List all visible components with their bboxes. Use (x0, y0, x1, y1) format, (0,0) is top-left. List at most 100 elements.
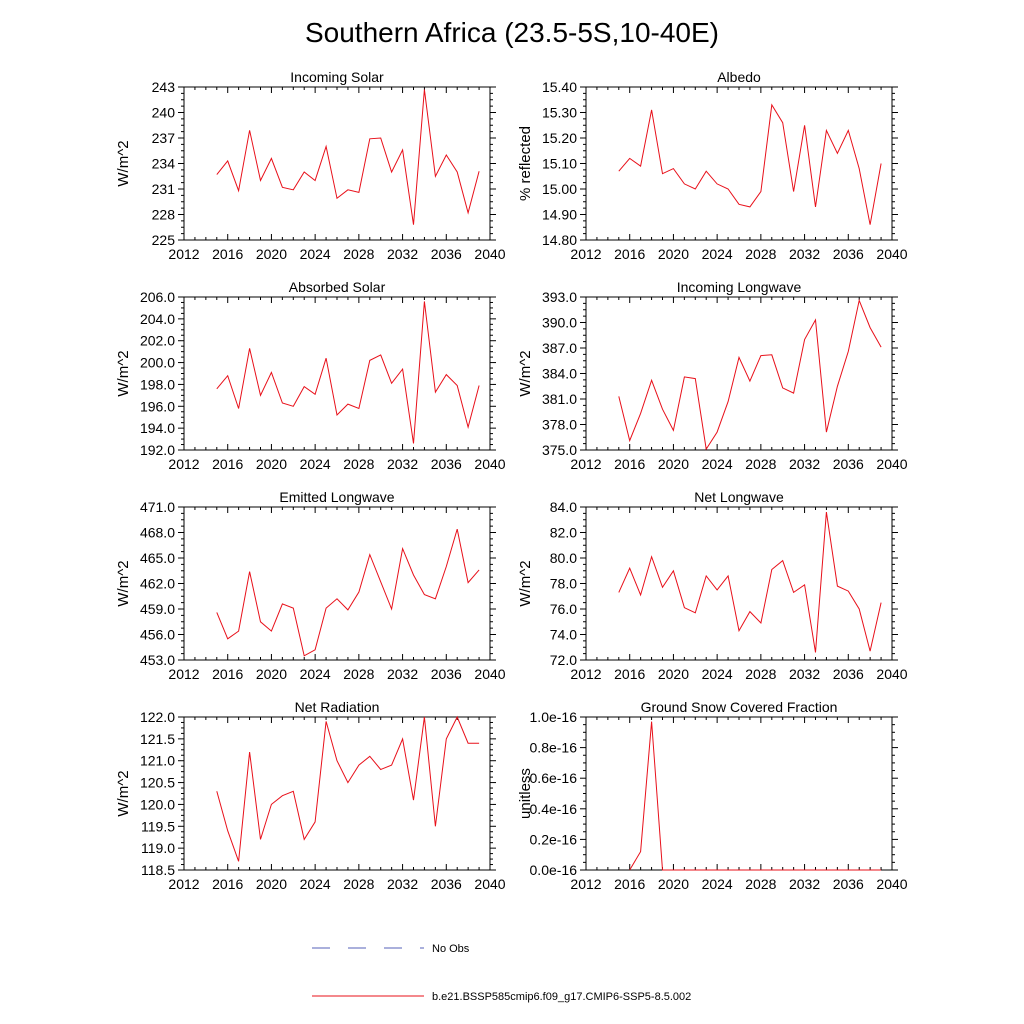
chart-1-xtick-label: 2024 (300, 246, 331, 262)
chart-4-ytick-label: 387.0 (542, 340, 577, 356)
chart-5-ytick-label: 459.0 (140, 601, 175, 617)
chart-3-xtick-label: 2016 (212, 456, 243, 472)
chart-6-ytick-label: 74.0 (550, 627, 577, 643)
legend-label-model: b.e21.BSSP585cmip6.f09_g17.CMIP6-SSP5-8.… (432, 991, 691, 1003)
chart-5-xtick-label: 2028 (343, 666, 374, 682)
chart-4-title: Incoming Longwave (677, 279, 802, 295)
chart-2-xtick-label: 2016 (614, 246, 645, 262)
figure-title: Southern Africa (23.5-5S,10-40E) (305, 17, 719, 48)
chart-7-ytick-label: 119.5 (141, 818, 175, 834)
chart-6-ylabel: W/m^2 (517, 560, 534, 606)
chart-4-xtick-label: 2012 (570, 456, 601, 472)
chart-1-series-line (216, 89, 480, 225)
chart-6-xtick-label: 2028 (745, 666, 776, 682)
chart-7-xtick-label: 2040 (474, 876, 505, 892)
chart-3-xtick-label: 2040 (474, 456, 505, 472)
chart-6-ytick-label: 78.0 (550, 576, 577, 592)
chart-4-ytick-label: 378.0 (542, 417, 577, 433)
legend-label-no-obs: No Obs (432, 943, 470, 955)
chart-3-ytick-label: 196.0 (140, 398, 175, 414)
chart-4-series-line (618, 298, 882, 451)
chart-5-ytick-label: 471.0 (140, 499, 175, 515)
chart-4-xtick-label: 2032 (789, 456, 820, 472)
chart-8-title: Ground Snow Covered Fraction (641, 699, 838, 715)
chart-5-ytick-label: 468.0 (140, 525, 175, 541)
chart-1-ytick-label: 231 (152, 181, 176, 197)
chart-7-xtick-label: 2028 (343, 876, 374, 892)
chart-4-ytick-label: 390.0 (542, 315, 577, 331)
chart-7-ytick-label: 121.5 (140, 731, 175, 747)
chart-5-xtick-label: 2024 (300, 666, 331, 682)
chart-1-ylabel: W/m^2 (115, 140, 132, 186)
chart-2-xtick-label: 2028 (745, 246, 776, 262)
chart-4-ylabel: W/m^2 (517, 350, 534, 396)
chart-6-series-line (618, 512, 882, 653)
chart-7-ytick-label: 121.0 (140, 753, 175, 769)
chart-7-ytick-label: 118.5 (141, 862, 175, 878)
chart-6-xtick-label: 2036 (833, 666, 864, 682)
chart-8-xtick-label: 2020 (658, 876, 689, 892)
chart-3-ytick-label: 206.0 (140, 289, 175, 305)
chart-1-title: Incoming Solar (290, 69, 384, 85)
chart-1-xtick-label: 2012 (168, 246, 199, 262)
chart-5-ytick-label: 462.0 (140, 576, 175, 592)
chart-4-xtick-label: 2020 (658, 456, 689, 472)
chart-4-ytick-label: 384.0 (542, 366, 577, 382)
chart-2-ytick-label: 14.90 (542, 207, 577, 223)
chart-7-xtick-label: 2016 (212, 876, 243, 892)
chart-3-xtick-label: 2028 (343, 456, 374, 472)
chart-7-ytick-label: 120.0 (140, 796, 175, 812)
chart-8-ylabel: unitless (517, 768, 534, 819)
chart-6-xtick-label: 2032 (789, 666, 820, 682)
chart-1-xtick-label: 2020 (256, 246, 287, 262)
chart-8-xtick-label: 2016 (614, 876, 645, 892)
chart-5-xtick-label: 2040 (474, 666, 505, 682)
chart-6-ytick-label: 84.0 (550, 499, 577, 515)
chart-5-xtick-label: 2032 (387, 666, 418, 682)
chart-5-ylabel: W/m^2 (115, 560, 132, 606)
chart-2-ytick-label: 15.30 (542, 105, 577, 121)
chart-8-xtick-label: 2024 (702, 876, 733, 892)
chart-3-title: Absorbed Solar (289, 279, 386, 295)
chart-3-ytick-label: 204.0 (140, 311, 175, 327)
chart-7-xtick-label: 2012 (168, 876, 199, 892)
chart-3-xtick-label: 2036 (431, 456, 462, 472)
chart-1-ytick-label: 234 (152, 156, 176, 172)
chart-1-ytick-label: 225 (152, 232, 176, 248)
chart-5-xtick-label: 2012 (168, 666, 199, 682)
chart-3-ylabel: W/m^2 (115, 350, 132, 396)
chart-2-ytick-label: 15.20 (542, 130, 577, 146)
chart-1-ytick-label: 228 (152, 207, 176, 223)
chart-6-title: Net Longwave (694, 489, 784, 505)
chart-3-xtick-label: 2024 (300, 456, 331, 472)
panels: Incoming Solar W/m^2 2012 2016 2020 2024 2028 2… (115, 69, 908, 892)
chart-1: Incoming Solar W/m^2 2012 2016 2020 2024 2028 2… (115, 69, 506, 262)
chart-8-ytick-label: 1.0e-16 (530, 709, 578, 725)
chart-7: Net Radiation W/m^2 2012 2016 2020 2024 2028 20… (115, 699, 506, 892)
chart-1-xtick-label: 2036 (431, 246, 462, 262)
chart-6: Net Longwave W/m^2 2012 2016 2020 2024 2028 203… (517, 489, 908, 682)
chart-1-xtick-label: 2016 (212, 246, 243, 262)
chart-2-xtick-label: 2036 (833, 246, 864, 262)
chart-8-ytick-label: 0.4e-16 (530, 801, 578, 817)
chart-2-xtick-label: 2012 (570, 246, 601, 262)
chart-4: Incoming Longwave W/m^2 2012 2016 2020 2024 20… (517, 279, 908, 472)
chart-3-ytick-label: 202.0 (140, 333, 175, 349)
legend: No Obs b.e21.BSSP585cmip6.f09_g17.CMIP6-… (312, 943, 691, 1003)
chart-2-ytick-label: 15.40 (542, 79, 577, 95)
chart-6-ytick-label: 82.0 (550, 525, 577, 541)
chart-6-xtick-label: 2020 (658, 666, 689, 682)
chart-7-ytick-label: 120.5 (140, 775, 175, 791)
chart-3-ytick-label: 198.0 (140, 376, 175, 392)
chart-1-xtick-label: 2032 (387, 246, 418, 262)
chart-6-xtick-label: 2024 (702, 666, 733, 682)
chart-6-ytick-label: 72.0 (550, 652, 577, 668)
chart-8-ytick-label: 0.6e-16 (530, 770, 578, 786)
chart-4-xtick-label: 2028 (745, 456, 776, 472)
chart-5-ytick-label: 456.0 (140, 627, 175, 643)
chart-5-xtick-label: 2016 (212, 666, 243, 682)
chart-8-xtick-label: 2040 (876, 876, 907, 892)
chart-7-xtick-label: 2032 (387, 876, 418, 892)
